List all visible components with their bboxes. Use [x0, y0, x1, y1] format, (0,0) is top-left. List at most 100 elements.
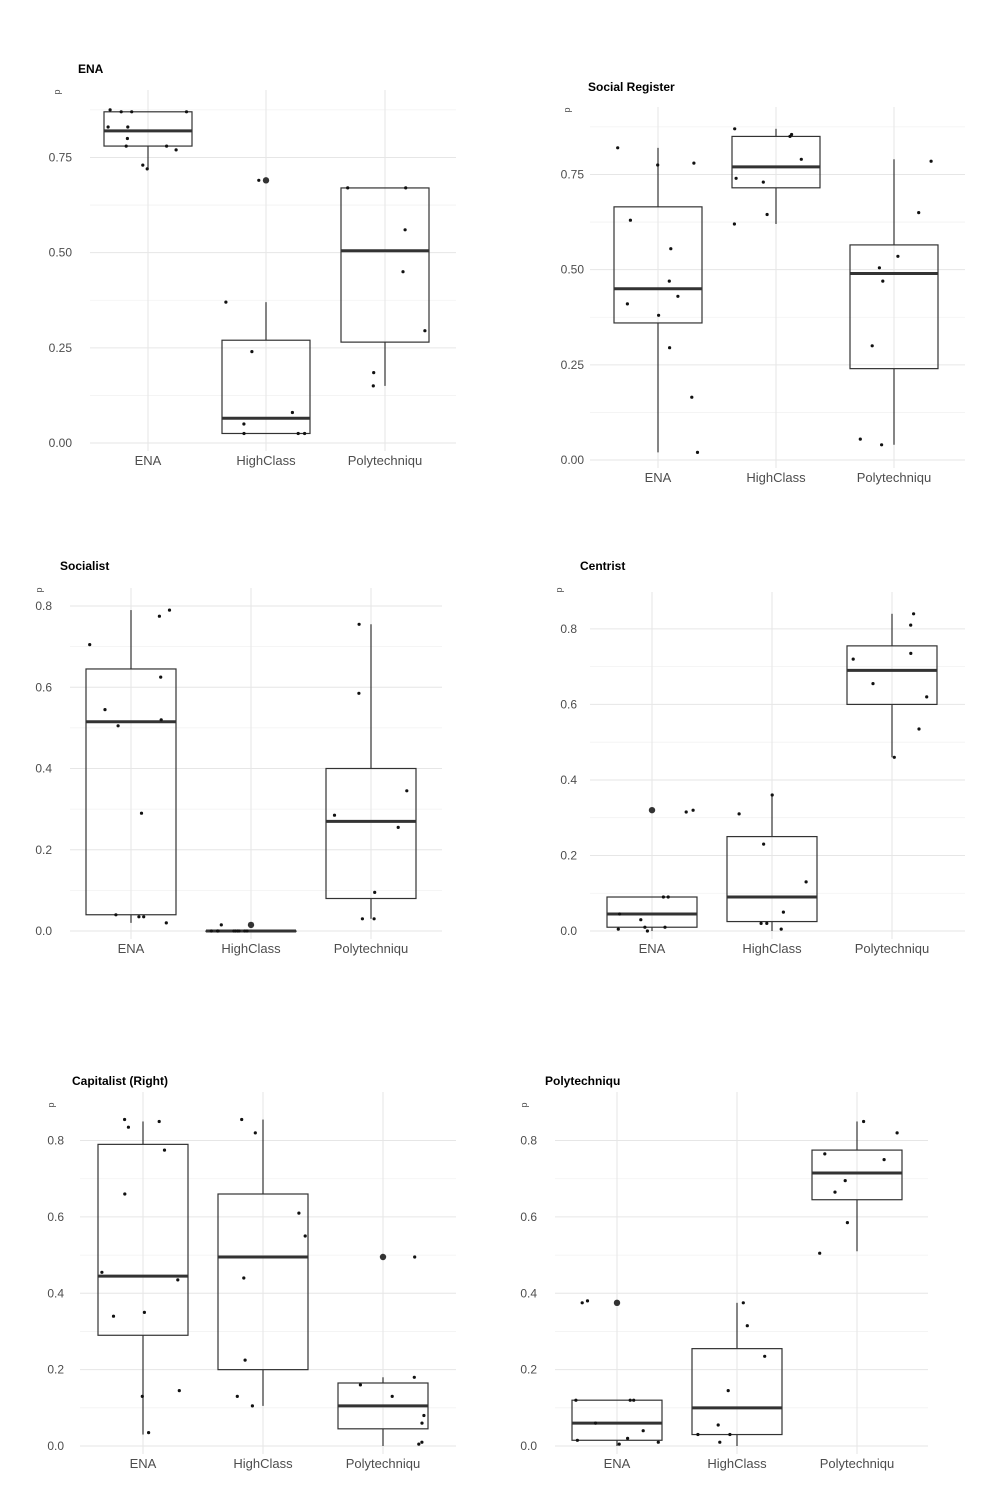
- data-point: [882, 1158, 886, 1162]
- data-point: [125, 136, 129, 141]
- data-point: [892, 755, 896, 759]
- data-point: [358, 1383, 362, 1387]
- data-point: [242, 422, 246, 426]
- iqr-box: [726, 835, 818, 923]
- data-point: [641, 1429, 645, 1433]
- data-point: [242, 431, 246, 436]
- y-tick-label: 0.4: [47, 1286, 64, 1300]
- iqr-box: [85, 668, 177, 916]
- box-polytechniqu: [340, 187, 430, 386]
- data-point: [695, 450, 700, 454]
- data-point: [290, 410, 294, 415]
- panel-socialist: 0.0 0.2 0.4 0.6 0.8 ENA HighClass Polytechniqu p…: [34, 559, 442, 956]
- iqr-box: [849, 244, 939, 370]
- data-point: [666, 895, 670, 899]
- y-tick-label: 0.8: [560, 622, 577, 636]
- iqr-box: [217, 1193, 309, 1371]
- y-axis-label: p: [52, 89, 62, 94]
- box-highclass: [691, 1302, 783, 1446]
- data-point: [726, 1389, 730, 1393]
- data-point: [639, 918, 643, 922]
- data-point: [616, 927, 620, 931]
- data-point: [692, 161, 696, 165]
- data-point: [124, 144, 128, 148]
- data-point: [871, 682, 875, 686]
- data-point: [423, 329, 427, 333]
- y-axis-label: p: [46, 1102, 56, 1107]
- y-tick-label: 0.2: [35, 843, 52, 857]
- data-point: [242, 1276, 246, 1280]
- outlier-point: [262, 177, 270, 184]
- y-tick-label: 0.50: [49, 246, 73, 260]
- data-point: [111, 1314, 116, 1318]
- outlier-point: [648, 806, 656, 814]
- data-point: [574, 1398, 578, 1402]
- data-point: [296, 431, 300, 436]
- data-point: [734, 176, 738, 180]
- data-point: [88, 643, 92, 647]
- data-point: [357, 622, 361, 626]
- iqr-box: [846, 645, 938, 706]
- iqr-box: [691, 1348, 783, 1436]
- y-tick-label: 0.50: [561, 263, 585, 277]
- data-point: [917, 211, 921, 215]
- outlier-point: [379, 1253, 387, 1261]
- y-tick-label: 0.0: [47, 1439, 64, 1453]
- x-category-label: Polytechniqu: [346, 1456, 420, 1471]
- data-point: [108, 108, 112, 112]
- data-point: [165, 144, 169, 148]
- data-point: [332, 813, 337, 817]
- data-point: [357, 691, 361, 695]
- data-point: [346, 186, 350, 190]
- panel-title: Centrist: [580, 559, 625, 573]
- y-tick-label: 0.0: [560, 924, 577, 938]
- data-point: [420, 1440, 424, 1444]
- data-point: [422, 1413, 426, 1418]
- data-point: [628, 1398, 632, 1402]
- data-point: [843, 1179, 847, 1183]
- box-highclass: [221, 177, 311, 435]
- box-highclass: [726, 795, 818, 931]
- data-point: [257, 178, 261, 182]
- y-tick-label: 0.4: [520, 1286, 537, 1300]
- box-polytechniqu: [337, 1253, 429, 1446]
- data-point: [373, 890, 377, 895]
- data-point: [657, 313, 661, 317]
- panel-title: ENA: [78, 62, 104, 76]
- data-point: [240, 1117, 244, 1122]
- data-point: [881, 279, 885, 283]
- data-point: [616, 146, 620, 150]
- box-highclass: [205, 921, 297, 933]
- data-point: [167, 608, 172, 612]
- y-tick-label: 0.8: [47, 1134, 64, 1148]
- data-point: [159, 718, 163, 722]
- data-point: [116, 724, 120, 728]
- data-point: [628, 218, 633, 222]
- data-point: [770, 793, 774, 797]
- data-point: [157, 1119, 161, 1124]
- data-point: [626, 1436, 630, 1440]
- data-point: [174, 148, 178, 152]
- y-tick-label: 0.6: [520, 1210, 537, 1224]
- panel-title: Polytechniqu: [545, 1074, 620, 1088]
- data-point: [759, 921, 763, 926]
- data-point: [145, 167, 149, 171]
- x-category-label: Polytechniqu: [334, 941, 408, 956]
- data-point: [668, 346, 672, 350]
- data-point: [733, 127, 737, 131]
- data-point: [663, 925, 667, 929]
- data-point: [396, 825, 400, 830]
- data-point: [297, 1211, 301, 1215]
- panel-centrist: 0.0 0.2 0.4 0.6 0.8 ENA HighClass Polytechniqu p…: [554, 559, 965, 956]
- data-point: [804, 880, 808, 884]
- data-point: [219, 923, 223, 927]
- data-point: [126, 1125, 130, 1129]
- y-tick-label: 0.25: [561, 358, 585, 372]
- data-point: [799, 157, 803, 161]
- data-point: [405, 789, 409, 793]
- data-point: [632, 1398, 636, 1402]
- data-point: [858, 437, 862, 441]
- panel-title: Capitalist (Right): [72, 1074, 168, 1088]
- data-point: [147, 1431, 151, 1435]
- x-category-label: ENA: [135, 453, 162, 468]
